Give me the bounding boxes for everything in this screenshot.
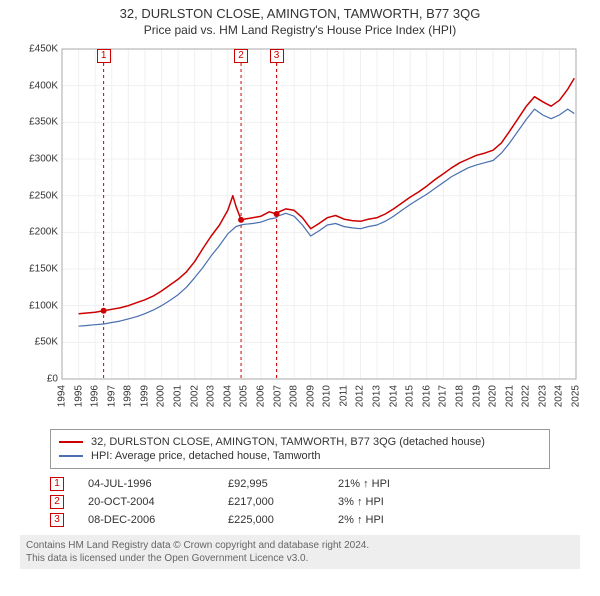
footer-line-1: Contains HM Land Registry data © Crown c… — [26, 539, 574, 552]
price-chart-svg — [20, 43, 580, 423]
x-axis-label: 2009 — [305, 385, 316, 407]
x-axis-label: 2008 — [289, 385, 300, 407]
marker-pct: 2% ↑ HPI — [338, 514, 458, 526]
legend-item: HPI: Average price, detached house, Tamw… — [59, 450, 541, 462]
x-axis-label: 2004 — [222, 385, 233, 407]
y-axis-label: £400K — [20, 80, 58, 91]
x-axis-label: 2021 — [504, 385, 515, 407]
x-axis-label: 1996 — [90, 385, 101, 407]
x-axis-label: 1998 — [123, 385, 134, 407]
x-axis-label: 2025 — [571, 385, 582, 407]
x-axis-label: 2005 — [239, 385, 250, 407]
marker-number-box: 2 — [50, 495, 64, 509]
x-axis-label: 2000 — [156, 385, 167, 407]
y-axis-label: £350K — [20, 117, 58, 128]
marker-pct: 21% ↑ HPI — [338, 478, 458, 490]
y-axis-label: £250K — [20, 190, 58, 201]
marker-price: £217,000 — [228, 496, 338, 508]
x-axis-label: 2016 — [421, 385, 432, 407]
chart-title: 32, DURLSTON CLOSE, AMINGTON, TAMWORTH, … — [0, 6, 600, 21]
x-axis-label: 2010 — [322, 385, 333, 407]
legend-swatch — [59, 455, 83, 457]
x-axis-label: 2024 — [554, 385, 565, 407]
footer-line-2: This data is licensed under the Open Gov… — [26, 552, 574, 565]
marker-date: 20-OCT-2004 — [88, 496, 228, 508]
y-axis-label: £300K — [20, 154, 58, 165]
legend-label: HPI: Average price, detached house, Tamw… — [91, 450, 321, 462]
marker-table-row: 2 20-OCT-2004£217,0003% ↑ HPI — [50, 495, 550, 509]
x-axis-label: 2001 — [173, 385, 184, 407]
marker-number-box: 1 — [50, 477, 64, 491]
footer-attribution: Contains HM Land Registry data © Crown c… — [20, 535, 580, 569]
x-axis-label: 2012 — [355, 385, 366, 407]
marker-table-row: 1 04-JUL-1996£92,99521% ↑ HPI — [50, 477, 550, 491]
x-axis-label: 1999 — [139, 385, 150, 407]
legend-swatch — [59, 441, 83, 443]
x-axis-label: 2019 — [471, 385, 482, 407]
x-axis-label: 2007 — [272, 385, 283, 407]
chart-subtitle: Price paid vs. HM Land Registry's House … — [0, 23, 600, 37]
y-axis-label: £0 — [20, 374, 58, 385]
x-axis-label: 2018 — [454, 385, 465, 407]
sale-marker: 1 — [97, 49, 111, 63]
x-axis-label: 1995 — [73, 385, 84, 407]
marker-price: £92,995 — [228, 478, 338, 490]
marker-price: £225,000 — [228, 514, 338, 526]
x-axis-label: 2017 — [438, 385, 449, 407]
y-axis-label: £50K — [20, 337, 58, 348]
x-axis-label: 2022 — [521, 385, 532, 407]
x-axis-label: 2015 — [405, 385, 416, 407]
marker-date: 04-JUL-1996 — [88, 478, 228, 490]
legend-label: 32, DURLSTON CLOSE, AMINGTON, TAMWORTH, … — [91, 436, 485, 448]
x-axis-label: 2013 — [372, 385, 383, 407]
marker-pct: 3% ↑ HPI — [338, 496, 458, 508]
y-axis-label: £450K — [20, 44, 58, 55]
y-axis-label: £100K — [20, 300, 58, 311]
x-axis-label: 2006 — [255, 385, 266, 407]
legend-item: 32, DURLSTON CLOSE, AMINGTON, TAMWORTH, … — [59, 436, 541, 448]
marker-table-row: 3 08-DEC-2006£225,0002% ↑ HPI — [50, 513, 550, 527]
x-axis-label: 2020 — [488, 385, 499, 407]
sale-marker: 2 — [234, 49, 248, 63]
marker-number-box: 3 — [50, 513, 64, 527]
x-axis-label: 2023 — [537, 385, 548, 407]
x-axis-label: 2011 — [338, 385, 349, 407]
y-axis-label: £200K — [20, 227, 58, 238]
x-axis-label: 2003 — [206, 385, 217, 407]
x-axis-label: 2002 — [189, 385, 200, 407]
x-axis-label: 1994 — [57, 385, 68, 407]
sale-markers-table: 1 04-JUL-1996£92,99521% ↑ HPI 2 20-OCT-2004… — [50, 477, 550, 527]
legend-box: 32, DURLSTON CLOSE, AMINGTON, TAMWORTH, … — [50, 429, 550, 469]
marker-date: 08-DEC-2006 — [88, 514, 228, 526]
x-axis-label: 1997 — [106, 385, 117, 407]
y-axis-label: £150K — [20, 264, 58, 275]
x-axis-label: 2014 — [388, 385, 399, 407]
sale-marker: 3 — [270, 49, 284, 63]
chart-container: £0 £50K £100K £150K £200K £250K £300K £350K £400… — [20, 43, 580, 423]
